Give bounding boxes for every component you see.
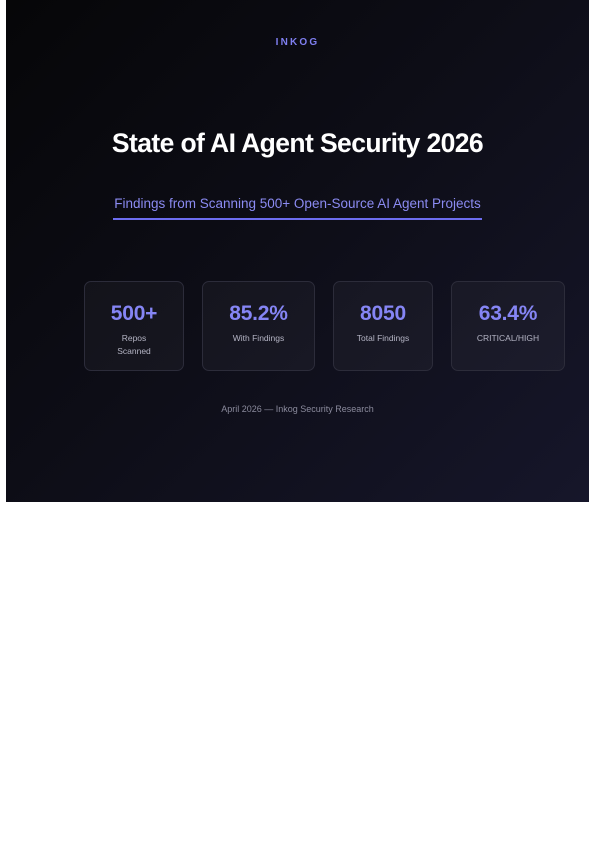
report-subtitle: Findings from Scanning 500+ Open-Source … (113, 196, 482, 220)
report-footer: April 2026 — Inkog Security Research (221, 404, 374, 414)
stat-card-critical-high: 63.4% CRITICAL/HIGH (451, 281, 565, 371)
stat-value: 85.2% (229, 302, 288, 325)
stat-card-repos-scanned: 500+ Repos Scanned (84, 281, 184, 371)
stat-card-with-findings: 85.2% With Findings (202, 281, 315, 371)
subtitle-container: Findings from Scanning 500+ Open-Source … (6, 195, 589, 220)
stat-label: With Findings (232, 333, 285, 343)
stat-value: 500+ (110, 302, 158, 325)
stat-card-total-findings: 8050 Total Findings (333, 281, 433, 371)
cover-panel: INKOG State of AI Agent Security 2026 Fi… (6, 0, 589, 502)
stat-value: 63.4% (478, 302, 538, 325)
report-title: State of AI Agent Security 2026 (111, 128, 484, 158)
stat-value: 8050 (360, 302, 406, 325)
stat-label: Total Findings (356, 333, 410, 343)
stat-label: CRITICAL/HIGH (476, 333, 540, 343)
stat-label: Repos Scanned (117, 333, 151, 356)
brand-logo-text: INKOG (275, 37, 320, 48)
